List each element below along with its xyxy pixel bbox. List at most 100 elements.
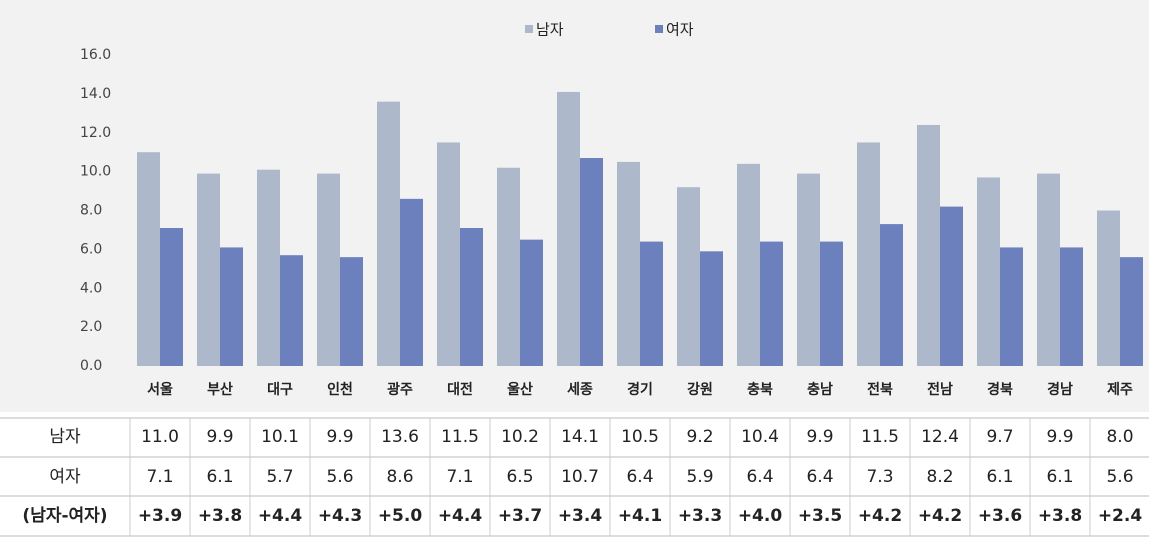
table-cell: 13.6 (381, 427, 419, 447)
table-cell: 8.6 (386, 467, 413, 487)
table-cell: +3.6 (978, 506, 1022, 526)
bar (700, 251, 723, 366)
bar (617, 161, 640, 366)
bar (400, 198, 423, 366)
table-cell: 10.5 (621, 427, 659, 447)
legend-label: 남자 (536, 21, 564, 39)
x-tick-label: 대구 (267, 382, 293, 398)
table-cell: 10.4 (741, 427, 779, 447)
x-tick-label: 부산 (207, 381, 233, 398)
x-tick-label: 광주 (387, 381, 413, 398)
table-cell: +3.7 (498, 506, 542, 526)
table-cell: +2.4 (1098, 506, 1143, 526)
table-cell: +4.3 (318, 506, 362, 526)
table-cell: +3.5 (798, 506, 842, 526)
y-tick-label: 4.0 (80, 280, 102, 296)
bar (640, 241, 663, 366)
y-tick-label: 12.0 (80, 125, 111, 141)
table-cell: 6.1 (986, 467, 1013, 487)
bar (557, 91, 580, 367)
table-cell: 9.9 (206, 427, 233, 447)
table-cell: +3.4 (558, 506, 603, 526)
table-cell: 8.0 (1106, 427, 1133, 447)
bar (1037, 173, 1060, 366)
bar (880, 224, 903, 366)
table-cell: +4.0 (738, 506, 783, 526)
table-cell: 9.2 (686, 427, 713, 447)
table-cell: 5.7 (266, 467, 293, 487)
table-cell: 11.0 (141, 427, 179, 447)
x-tick-label: 제주 (1107, 382, 1133, 398)
table-cell: 5.9 (686, 467, 713, 487)
x-tick-label: 경기 (627, 381, 653, 398)
bar (857, 142, 880, 366)
table-cell: +3.8 (198, 506, 242, 526)
legend-swatch (655, 25, 663, 33)
bar (1097, 210, 1120, 366)
table-cell: 11.5 (861, 427, 899, 447)
bar (257, 169, 280, 366)
table-cell: 5.6 (1106, 467, 1133, 487)
table-cell: 11.5 (441, 427, 479, 447)
table-cell: 9.7 (986, 427, 1013, 447)
x-tick-label: 서울 (147, 381, 173, 398)
table-cell: 6.1 (206, 467, 233, 487)
table-cell: 6.4 (626, 467, 653, 487)
y-tick-label: 0.0 (80, 358, 102, 374)
bar (677, 187, 700, 366)
table-cell: +3.3 (678, 506, 722, 526)
bar (940, 206, 963, 366)
table-cell: 6.4 (746, 467, 773, 487)
table-cell: 12.4 (921, 427, 959, 447)
x-tick-label: 전남 (927, 381, 953, 398)
x-tick-label: 전북 (867, 381, 893, 398)
table-cell: +4.1 (618, 506, 662, 526)
y-tick-label: 8.0 (80, 203, 102, 219)
x-tick-label: 강원 (687, 381, 713, 398)
y-tick-label: 14.0 (80, 86, 111, 102)
table-cell: +4.2 (858, 506, 902, 526)
table-cell: +3.9 (138, 506, 182, 526)
table-cell: 9.9 (326, 427, 353, 447)
table-cell: 9.9 (1046, 427, 1073, 447)
table-row-header: 남자 (49, 427, 81, 447)
table-cell: 8.2 (926, 467, 953, 487)
bar (737, 163, 760, 366)
bar (797, 173, 820, 366)
x-tick-label: 충북 (747, 382, 773, 398)
bar (280, 255, 303, 366)
table-cell: 6.4 (806, 467, 833, 487)
bar (820, 241, 843, 366)
bar (497, 167, 520, 366)
x-tick-label: 경남 (1047, 381, 1073, 398)
x-tick-label: 대전 (447, 381, 473, 398)
bar (460, 227, 483, 366)
y-tick-label: 2.0 (80, 319, 102, 335)
bar (917, 124, 940, 366)
table-cell: 10.2 (501, 427, 539, 447)
x-tick-label: 충남 (807, 381, 833, 398)
legend-swatch (525, 25, 533, 33)
x-tick-label: 세종 (567, 382, 593, 398)
y-tick-label: 6.0 (80, 241, 102, 257)
table-cell: +3.8 (1038, 506, 1082, 526)
x-tick-label: 경북 (987, 381, 1013, 398)
bar (1000, 247, 1023, 366)
table-cell: 10.1 (261, 427, 299, 447)
table-cell: +4.4 (258, 506, 303, 526)
x-tick-label: 인천 (327, 381, 353, 398)
bar (220, 247, 243, 366)
table-cell: 9.9 (806, 427, 833, 447)
bar (137, 152, 160, 366)
table-row-header: 여자 (49, 467, 81, 487)
table-row-header: (남자-여자) (22, 506, 107, 526)
bar (377, 101, 400, 367)
bar (340, 257, 363, 366)
bar (197, 173, 220, 366)
bar (160, 227, 183, 366)
table-cell: 7.1 (146, 467, 173, 487)
table-cell: 7.1 (446, 467, 473, 487)
x-tick-label: 울산 (507, 381, 533, 398)
bar (1060, 247, 1083, 366)
